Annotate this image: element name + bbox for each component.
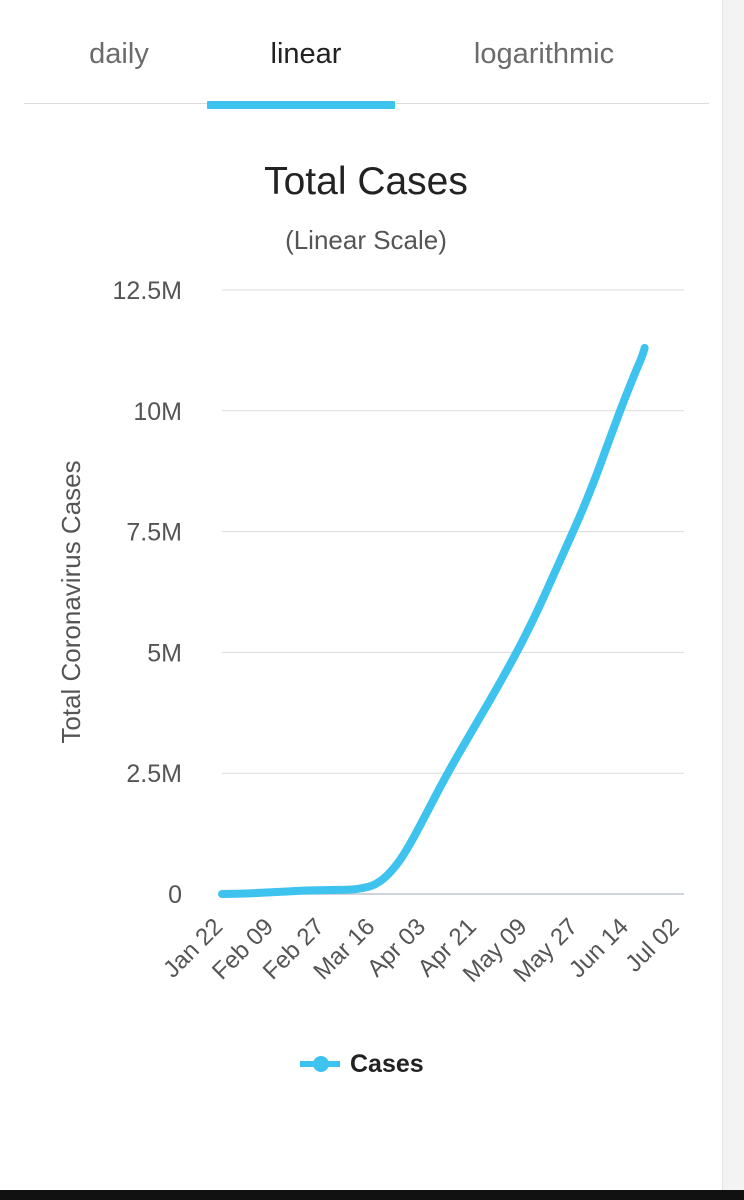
legend-swatch-cases [300,1056,340,1072]
chart-subtitle: (Linear Scale) [285,225,447,255]
y-tick-label: 10M [133,398,182,426]
tab-linear[interactable]: linear [270,38,342,70]
series-line-cases [218,344,649,898]
chart-title: Total Cases [264,160,468,203]
y-tick-label: 12.5M [113,277,182,305]
tab-daily[interactable]: daily [89,38,149,70]
right-gutter [723,0,744,1190]
tab-logarithmic[interactable]: logarithmic [473,38,615,70]
y-tick-label: 5M [147,639,182,667]
chart-legend[interactable]: Cases [300,1046,424,1082]
line-chart: 0 2.5M 5M 7.5M 10M 12.5M Total Coronavirus Cas… [56,277,685,988]
y-tick-label: 7.5M [126,519,182,547]
chart-panel [722,0,723,1190]
x-tick-label: Jul 02 [620,913,684,977]
active-tab-indicator [207,101,395,109]
legend-label-cases: Cases [350,1049,424,1078]
y-tick-label: 2.5M [126,760,182,788]
y-tick-label: 0 [168,881,182,909]
y-axis-label: Total Coronavirus Cases [56,460,86,743]
scale-tabs: daily linear logarithmic [24,0,709,109]
bottom-bar [0,1190,744,1200]
